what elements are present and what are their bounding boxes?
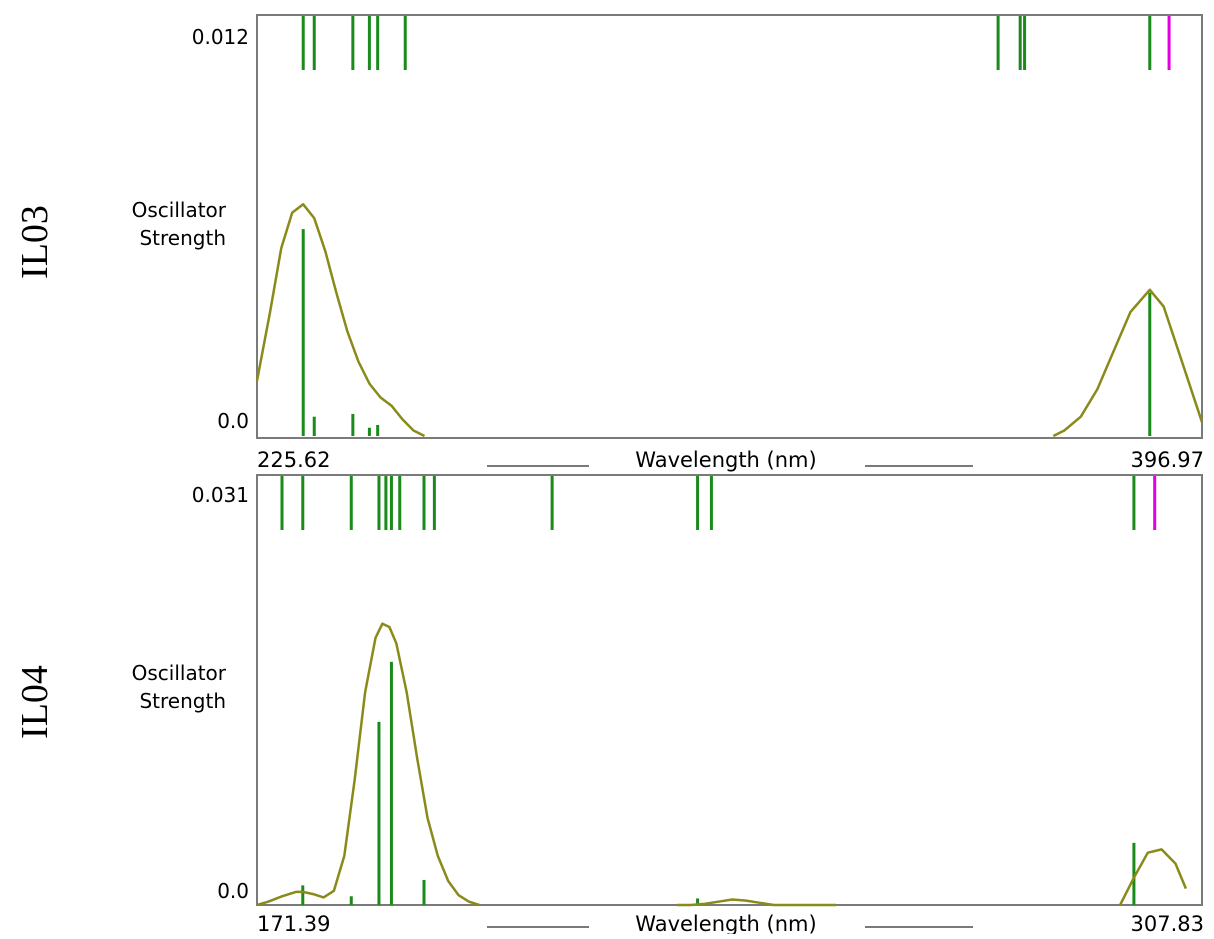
y-axis-label-line-2: Strength (139, 689, 226, 713)
transition-tick-row (280, 476, 1157, 530)
y-axis-label-line-2: Strength (139, 226, 226, 250)
transition-sticks (301, 661, 1136, 905)
spectrum-curve-group (256, 622, 1188, 907)
y-axis-label-line-1: Oscillator (132, 198, 227, 222)
transition-tick-row (301, 16, 1171, 70)
x-axis-label: Wavelength (nm) (635, 912, 816, 934)
panel-label-il04: IL04 (14, 665, 56, 739)
x-axis-min-label: 225.62 (257, 448, 330, 472)
panel-label-il03: IL03 (14, 205, 56, 279)
x-axis-max-label: 307.83 (1131, 912, 1204, 934)
spectrum-curve (1118, 848, 1188, 906)
y-axis-min-label: 0.0 (217, 879, 249, 903)
y-axis-max-label: 0.031 (192, 483, 249, 507)
spectrum-curve (256, 622, 480, 907)
y-axis-label-line-1: Oscillator (132, 661, 227, 685)
y-axis-max-label: 0.012 (192, 25, 249, 49)
y-axis-min-label: 0.0 (217, 409, 249, 433)
spectrum-panel-il03: 0.012 0.0 Oscillator Strength 225.62 Wav… (115, 10, 1207, 472)
spectrum-chart-il04: 0.031 0.0 Oscillator Strength 171.39 Wav… (132, 474, 1204, 936)
x-axis-max-label: 396.97 (1131, 448, 1204, 472)
spectrum-curve (1052, 288, 1204, 438)
spectrum-chart-il03: 0.012 0.0 Oscillator Strength 225.62 Wav… (132, 14, 1204, 472)
x-axis-label: Wavelength (nm) (635, 448, 816, 472)
transition-sticks (301, 229, 1152, 436)
spectrum-panel-il04: 0.031 0.0 Oscillator Strength 171.39 Wav… (115, 472, 1207, 936)
spectrum-curve (676, 898, 837, 907)
spectrum-curve-group (255, 203, 1204, 438)
x-axis-min-label: 171.39 (257, 912, 330, 934)
spectrum-curve (255, 203, 426, 438)
chart-frame (256, 14, 1203, 439)
chart-frame (256, 474, 1203, 906)
